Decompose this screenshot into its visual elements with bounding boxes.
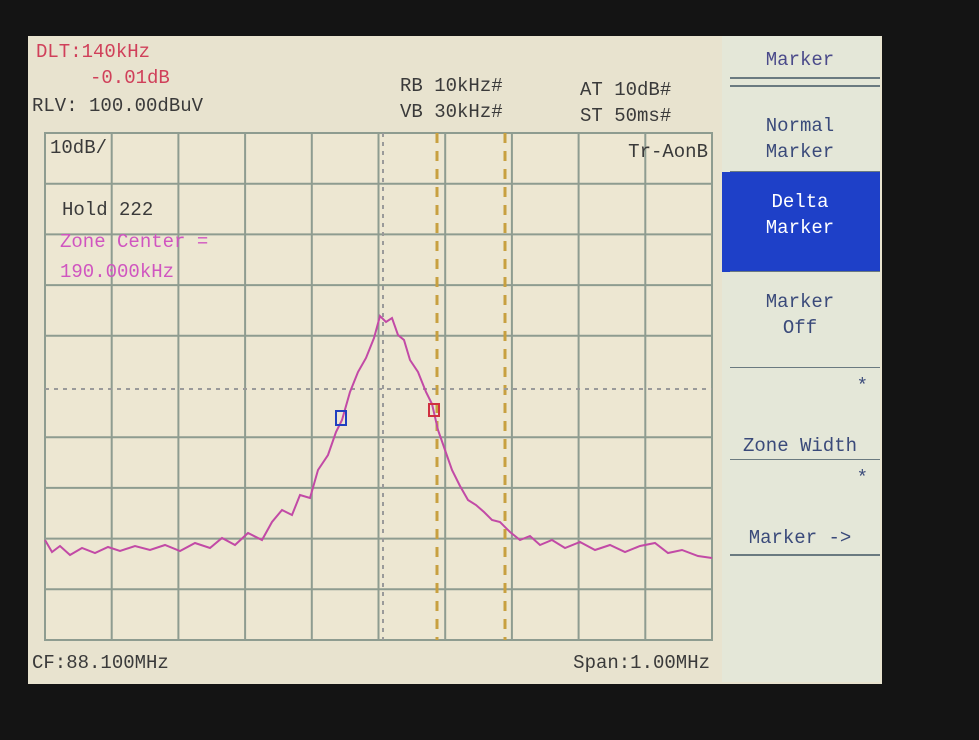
span: Span:1.00MHz	[573, 652, 710, 674]
center-freq: CF:88.100MHz	[32, 652, 169, 674]
softkey[interactable]: Marker Off	[722, 272, 880, 368]
analyzer-photo: DLT:140kHz -0.01dB RLV: 100.00dBuV RB 10…	[0, 0, 979, 740]
vbw: VB 30kHz#	[400, 101, 503, 123]
softkey-label: Marker	[766, 141, 834, 163]
softkey-label: Marker ->	[749, 527, 852, 549]
delta-level: -0.01dB	[90, 67, 170, 89]
softkey-label: Marker	[766, 291, 834, 313]
page: DLT:140kHz -0.01dB RLV: 100.00dBuV RB 10…	[0, 0, 979, 740]
ref-level: RLV: 100.00dBuV	[32, 95, 204, 117]
softkey-label: Normal	[766, 115, 834, 137]
softkey[interactable]: Delta Marker	[722, 172, 880, 272]
softkey-label: Delta	[771, 191, 828, 213]
softkey-menu: Marker Normal Marker Delta Marker Marker Off *…	[722, 36, 880, 682]
softkey-label: *	[857, 467, 868, 489]
trace-mode: Tr-AonB	[628, 141, 708, 163]
softkey-label: Off	[783, 317, 817, 339]
scale: 10dB/	[50, 137, 107, 159]
delta: DLT:140kHz	[36, 41, 150, 63]
menu-title: Marker	[766, 49, 834, 71]
sweep: ST 50ms#	[580, 105, 671, 127]
softkey[interactable]: * Marker ->	[722, 460, 880, 555]
zone-center-label: Zone Center =	[60, 231, 208, 253]
softkey[interactable]: Normal Marker	[722, 96, 880, 172]
softkey-label: *	[857, 375, 868, 397]
softkey[interactable]: * Zone Width	[722, 368, 880, 460]
hold: Hold 222	[62, 199, 153, 221]
zone-center-value: 190.000kHz	[60, 261, 174, 283]
atten: AT 10dB#	[580, 79, 671, 101]
softkey-label: Zone Width	[743, 435, 857, 457]
rbw: RB 10kHz#	[400, 75, 503, 97]
softkey-label: Marker	[766, 217, 834, 239]
